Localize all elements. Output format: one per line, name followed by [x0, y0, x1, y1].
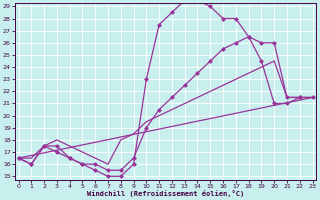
- X-axis label: Windchill (Refroidissement éolien,°C): Windchill (Refroidissement éolien,°C): [87, 190, 244, 197]
